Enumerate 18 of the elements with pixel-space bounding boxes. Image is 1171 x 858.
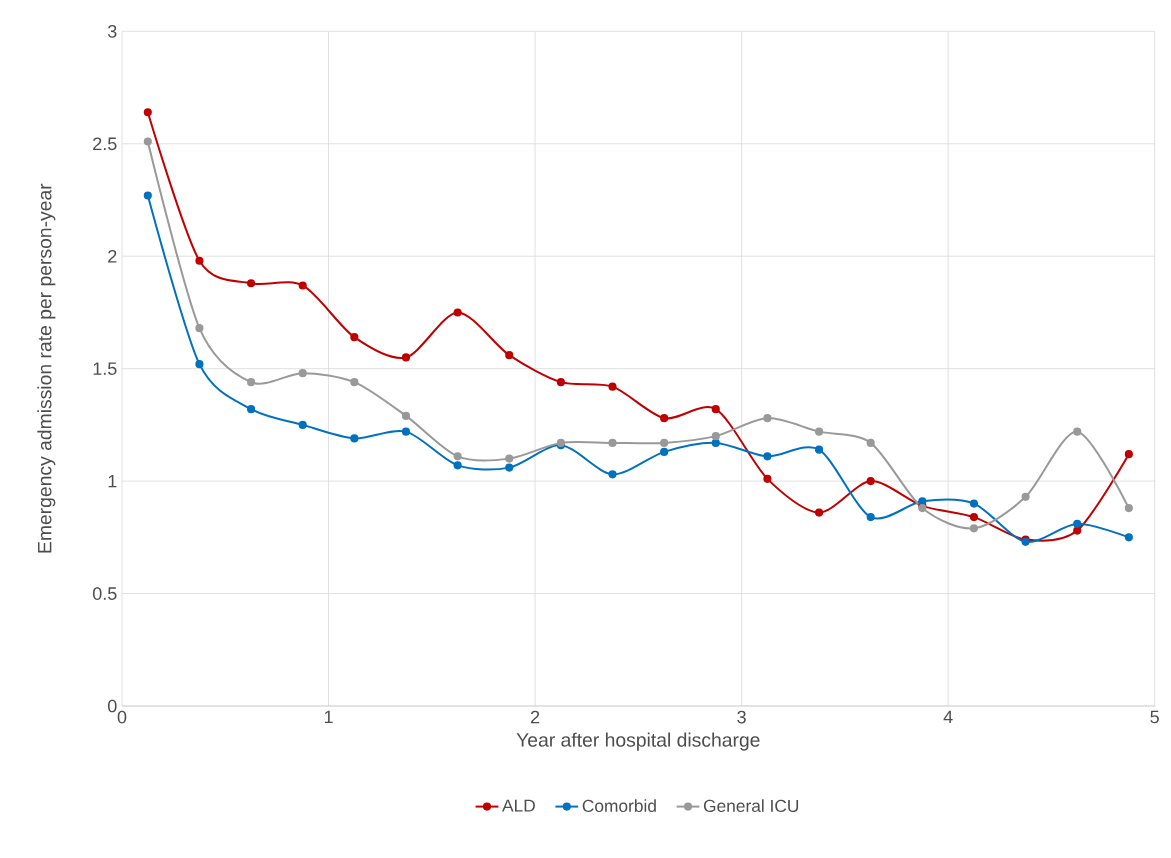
y-tick-label: 2.5 bbox=[93, 137, 117, 151]
y-tick-label: 0 bbox=[107, 699, 117, 713]
legend-label: ALD bbox=[502, 799, 535, 812]
x-tick-label: 1 bbox=[324, 710, 333, 724]
x-tick-label: 3 bbox=[737, 710, 746, 724]
legend-label: Comorbid bbox=[582, 799, 656, 813]
x-tick-label: 0 bbox=[117, 710, 127, 724]
x-tick-label: 4 bbox=[943, 710, 953, 724]
legend-label: General ICU bbox=[703, 799, 799, 813]
y-tick-label: 2 bbox=[108, 249, 117, 263]
y-tick-label: 1.5 bbox=[93, 362, 117, 375]
y-tick-label: 3 bbox=[107, 24, 117, 38]
y-tick-label: 0.5 bbox=[92, 587, 117, 600]
y-tick-label: 1 bbox=[108, 474, 117, 488]
y-axis-title: Emergency admission rate per person-year bbox=[37, 183, 56, 553]
x-tick-label: 5 bbox=[1150, 710, 1159, 724]
x-tick-label: 2 bbox=[530, 710, 540, 724]
x-axis-title: Year after hospital discharge bbox=[516, 732, 760, 751]
